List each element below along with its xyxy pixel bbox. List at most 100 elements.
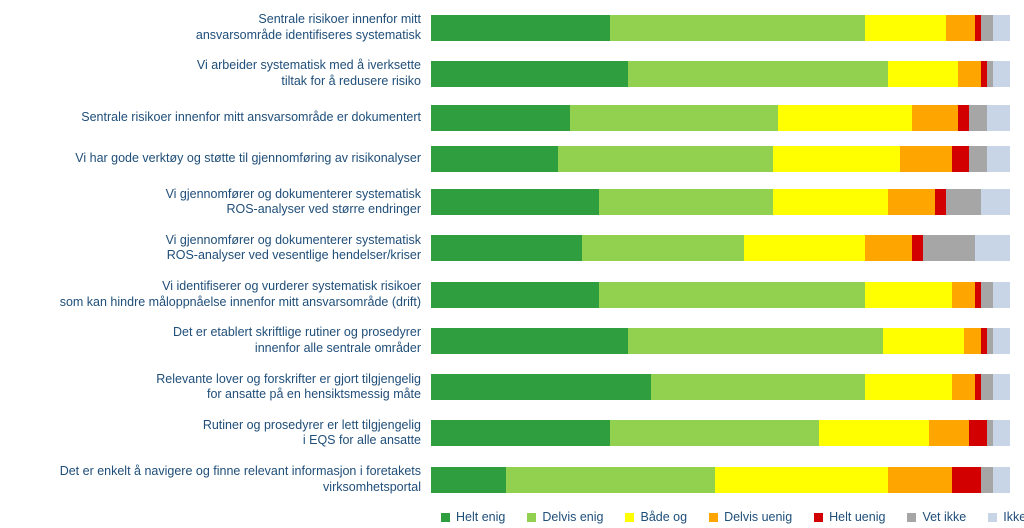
row-label: Rutiner og prosedyrer er lett tilgjengel… — [14, 418, 431, 449]
segment-vet_ikke — [981, 282, 993, 308]
legend-swatch — [709, 513, 718, 522]
row-label-line: virksomhetsportal — [14, 480, 421, 496]
row-label-line: Sentrale risikoer innenfor mitt ansvarso… — [14, 110, 421, 126]
segment-helt_uenig — [912, 235, 924, 261]
bar — [431, 15, 1010, 41]
segment-helt_enig — [431, 146, 558, 172]
bar — [431, 467, 1010, 493]
segment-vet_ikke — [981, 15, 993, 41]
segment-delvis_enig — [651, 374, 865, 400]
legend-label: Helt uenig — [829, 510, 885, 524]
segment-vet_ikke — [981, 467, 993, 493]
row-label: Sentrale risikoer innenfor mitt ansvarso… — [14, 110, 431, 126]
row-label-line: Relevante lover og forskrifter er gjort … — [14, 372, 421, 388]
segment-helt_enig — [431, 328, 628, 354]
segment-ikke_besvart — [987, 146, 1010, 172]
segment-bade_og — [778, 105, 911, 131]
legend-swatch — [814, 513, 823, 522]
legend-label: Delvis enig — [542, 510, 603, 524]
row-label-line: ansvarsområde identifiseres systematisk — [14, 28, 421, 44]
bar — [431, 189, 1010, 215]
row-label-line: som kan hindre måloppnåelse innenfor mit… — [14, 295, 421, 311]
bar — [431, 146, 1010, 172]
segment-bade_og — [888, 61, 957, 87]
legend-swatch — [625, 513, 634, 522]
legend-swatch — [441, 513, 450, 522]
segment-vet_ikke — [969, 105, 986, 131]
segment-delvis_uenig — [888, 467, 952, 493]
segment-bade_og — [865, 374, 952, 400]
segment-vet_ikke — [969, 146, 986, 172]
legend-label: Både og — [640, 510, 687, 524]
segment-bade_og — [819, 420, 929, 446]
row-risiko-identifiseres: Sentrale risikoer innenfor mittansvarsom… — [14, 12, 1010, 43]
segment-bade_og — [773, 146, 900, 172]
row-label: Relevante lover og forskrifter er gjort … — [14, 372, 431, 403]
row-identifiserer-drift: Vi identifiserer og vurderer systematisk… — [14, 279, 1010, 310]
row-label-line: Vi identifiserer og vurderer systematisk… — [14, 279, 421, 295]
segment-ikke_besvart — [993, 61, 1010, 87]
segment-delvis_enig — [599, 282, 865, 308]
row-iverksette-tiltak: Vi arbeider systematisk med å iverksette… — [14, 58, 1010, 89]
row-label-line: Vi arbeider systematisk med å iverksette — [14, 58, 421, 74]
segment-delvis_enig — [570, 105, 778, 131]
row-label-line: ROS-analyser ved vesentlige hendelser/kr… — [14, 248, 421, 264]
bar — [431, 105, 1010, 131]
legend-swatch — [988, 513, 997, 522]
row-ros-endringer: Vi gjennomfører og dokumenterer systemat… — [14, 187, 1010, 218]
segment-delvis_uenig — [929, 420, 970, 446]
legend-item-delvis_enig: Delvis enig — [527, 510, 603, 524]
legend-label: Helt enig — [456, 510, 505, 524]
segment-delvis_enig — [610, 420, 818, 446]
segment-helt_enig — [431, 189, 599, 215]
segment-delvis_enig — [506, 467, 714, 493]
row-label-line: for ansatte på en hensiktsmessig måte — [14, 387, 421, 403]
row-verktoy-stotte: Vi har gode verktøy og støtte til gjenno… — [14, 146, 1010, 172]
row-label-line: Vi gjennomfører og dokumenterer systemat… — [14, 187, 421, 203]
row-label-line: Sentrale risikoer innenfor mitt — [14, 12, 421, 28]
legend-item-helt_enig: Helt enig — [441, 510, 505, 524]
row-label: Sentrale risikoer innenfor mittansvarsom… — [14, 12, 431, 43]
row-label: Det er enkelt å navigere og finne releva… — [14, 464, 431, 495]
bar — [431, 235, 1010, 261]
legend-item-bade_og: Både og — [625, 510, 687, 524]
segment-helt_enig — [431, 467, 506, 493]
segment-delvis_enig — [599, 189, 773, 215]
segment-vet_ikke — [946, 189, 981, 215]
segment-helt_enig — [431, 420, 610, 446]
legend-item-ikke_besvart: Ikke besvart — [988, 510, 1024, 524]
segment-bade_og — [865, 15, 946, 41]
segment-helt_uenig — [969, 420, 986, 446]
segment-ikke_besvart — [993, 15, 1010, 41]
row-skriftlige-rutiner: Det er etablert skriftlige rutiner og pr… — [14, 325, 1010, 356]
row-label: Vi identifiserer og vurderer systematisk… — [14, 279, 431, 310]
row-label: Vi har gode verktøy og støtte til gjenno… — [14, 151, 431, 167]
legend-swatch — [527, 513, 536, 522]
segment-ikke_besvart — [993, 374, 1010, 400]
segment-delvis_enig — [558, 146, 772, 172]
row-label-line: Vi har gode verktøy og støtte til gjenno… — [14, 151, 421, 167]
legend-label: Ikke besvart — [1003, 510, 1024, 524]
row-label: Vi arbeider systematisk med å iverksette… — [14, 58, 431, 89]
segment-ikke_besvart — [987, 105, 1010, 131]
row-label: Vi gjennomfører og dokumenterer systemat… — [14, 187, 431, 218]
segment-delvis_uenig — [865, 235, 911, 261]
row-virksomhetsportal: Det er enkelt å navigere og finne releva… — [14, 464, 1010, 495]
segment-ikke_besvart — [993, 467, 1010, 493]
segment-helt_enig — [431, 235, 582, 261]
segment-ikke_besvart — [993, 328, 1010, 354]
legend-swatch — [907, 513, 916, 522]
segment-bade_og — [883, 328, 964, 354]
row-risiko-dokumentert: Sentrale risikoer innenfor mitt ansvarso… — [14, 105, 1010, 131]
segment-delvis_uenig — [958, 61, 981, 87]
segment-helt_enig — [431, 374, 651, 400]
row-label-line: Det er etablert skriftlige rutiner og pr… — [14, 325, 421, 341]
legend-item-helt_uenig: Helt uenig — [814, 510, 885, 524]
segment-helt_enig — [431, 61, 628, 87]
row-lover-tilgjengelig: Relevante lover og forskrifter er gjort … — [14, 372, 1010, 403]
legend-label: Delvis uenig — [724, 510, 792, 524]
row-label-line: innenfor alle sentrale områder — [14, 341, 421, 357]
segment-bade_og — [865, 282, 952, 308]
segment-helt_uenig — [958, 105, 970, 131]
segment-helt_enig — [431, 282, 599, 308]
